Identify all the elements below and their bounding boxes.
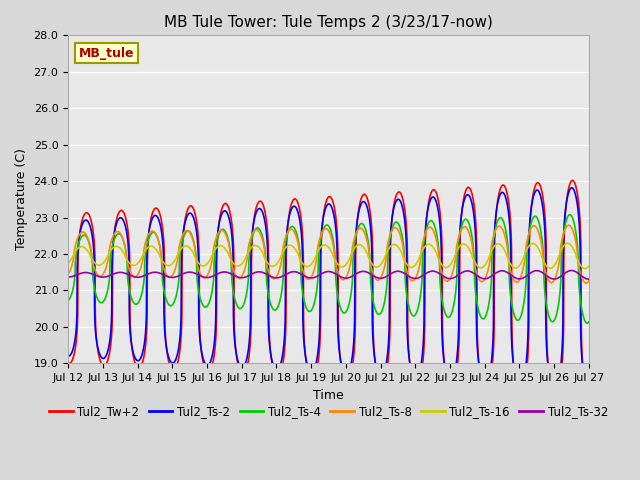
Tul2_Ts-32 (568, 268, 575, 274)
Tul2_Ts-32 (64, 274, 72, 280)
Tul2_Ts-4 (566, 212, 573, 217)
Tul2_Ts-8 (264, 266, 271, 272)
Tul2_Ts-16 (64, 260, 72, 266)
Tul2_Tw+2 (287, 205, 294, 211)
Tul2_Ts-32 (518, 276, 526, 281)
Tul2_Ts-32 (124, 271, 131, 277)
Line: Tul2_Ts-32: Tul2_Ts-32 (68, 271, 589, 279)
Tul2_Ts-4 (518, 308, 526, 313)
Tul2_Ts-2 (575, 214, 582, 220)
Tul2_Ts-32 (287, 269, 294, 275)
Y-axis label: Temperature (C): Temperature (C) (15, 148, 28, 250)
X-axis label: Time: Time (313, 389, 344, 402)
Tul2_Ts-2 (585, 388, 593, 394)
Tul2_Ts-2 (518, 380, 526, 385)
Tul2_Ts-16 (518, 258, 526, 264)
Tul2_Tw+2 (585, 395, 593, 400)
Tul2_Tw+2 (518, 388, 526, 394)
Tul2_Ts-16 (155, 250, 163, 256)
Tul2_Ts-2 (155, 216, 163, 222)
Tul2_Tw+2 (264, 233, 271, 239)
Tul2_Ts-4 (575, 277, 582, 283)
Tul2_Tw+2 (155, 207, 163, 213)
Tul2_Ts-8 (585, 278, 593, 284)
Tul2_Ts-4 (155, 238, 163, 243)
Tul2_Ts-16 (287, 242, 294, 248)
Title: MB Tule Tower: Tule Temps 2 (3/23/17-now): MB Tule Tower: Tule Temps 2 (3/23/17-now… (164, 15, 493, 30)
Text: MB_tule: MB_tule (79, 47, 134, 60)
Tul2_Ts-4 (584, 320, 591, 326)
Tul2_Tw+2 (64, 360, 72, 366)
Tul2_Ts-8 (518, 269, 526, 275)
Line: Tul2_Ts-4: Tul2_Ts-4 (68, 215, 589, 323)
Tul2_Ts-8 (582, 280, 590, 286)
Tul2_Ts-8 (575, 263, 582, 268)
Tul2_Ts-8 (64, 271, 72, 277)
Tul2_Ts-16 (585, 263, 593, 269)
Tul2_Ts-16 (564, 240, 572, 246)
Tul2_Ts-8 (287, 226, 294, 232)
Tul2_Ts-2 (124, 236, 131, 241)
Line: Tul2_Ts-2: Tul2_Ts-2 (68, 188, 589, 391)
Tul2_Ts-8 (155, 238, 163, 244)
Tul2_Ts-16 (264, 260, 271, 266)
Tul2_Ts-32 (585, 276, 593, 282)
Tul2_Ts-16 (124, 258, 131, 264)
Line: Tul2_Ts-16: Tul2_Ts-16 (68, 243, 589, 269)
Tul2_Ts-8 (565, 222, 573, 228)
Tul2_Ts-2 (568, 185, 575, 191)
Tul2_Ts-4 (585, 319, 593, 325)
Line: Tul2_Tw+2: Tul2_Tw+2 (68, 180, 589, 397)
Tul2_Ts-4 (264, 288, 271, 294)
Tul2_Ts-8 (124, 260, 131, 266)
Line: Tul2_Ts-8: Tul2_Ts-8 (68, 225, 589, 283)
Tul2_Tw+2 (575, 201, 582, 207)
Tul2_Ts-2 (64, 353, 72, 359)
Tul2_Ts-4 (64, 298, 72, 303)
Tul2_Ts-16 (575, 259, 582, 265)
Tul2_Tw+2 (124, 225, 131, 230)
Tul2_Ts-4 (287, 225, 294, 230)
Tul2_Ts-32 (264, 272, 271, 278)
Tul2_Ts-32 (155, 270, 163, 276)
Tul2_Ts-2 (287, 209, 294, 215)
Legend: Tul2_Tw+2, Tul2_Ts-2, Tul2_Ts-4, Tul2_Ts-8, Tul2_Ts-16, Tul2_Ts-32: Tul2_Tw+2, Tul2_Ts-2, Tul2_Ts-4, Tul2_Ts… (44, 401, 612, 423)
Tul2_Ts-2 (264, 254, 271, 260)
Tul2_Tw+2 (568, 178, 576, 183)
Tul2_Ts-4 (124, 274, 131, 279)
Tul2_Ts-16 (581, 266, 589, 272)
Tul2_Ts-32 (575, 271, 582, 276)
